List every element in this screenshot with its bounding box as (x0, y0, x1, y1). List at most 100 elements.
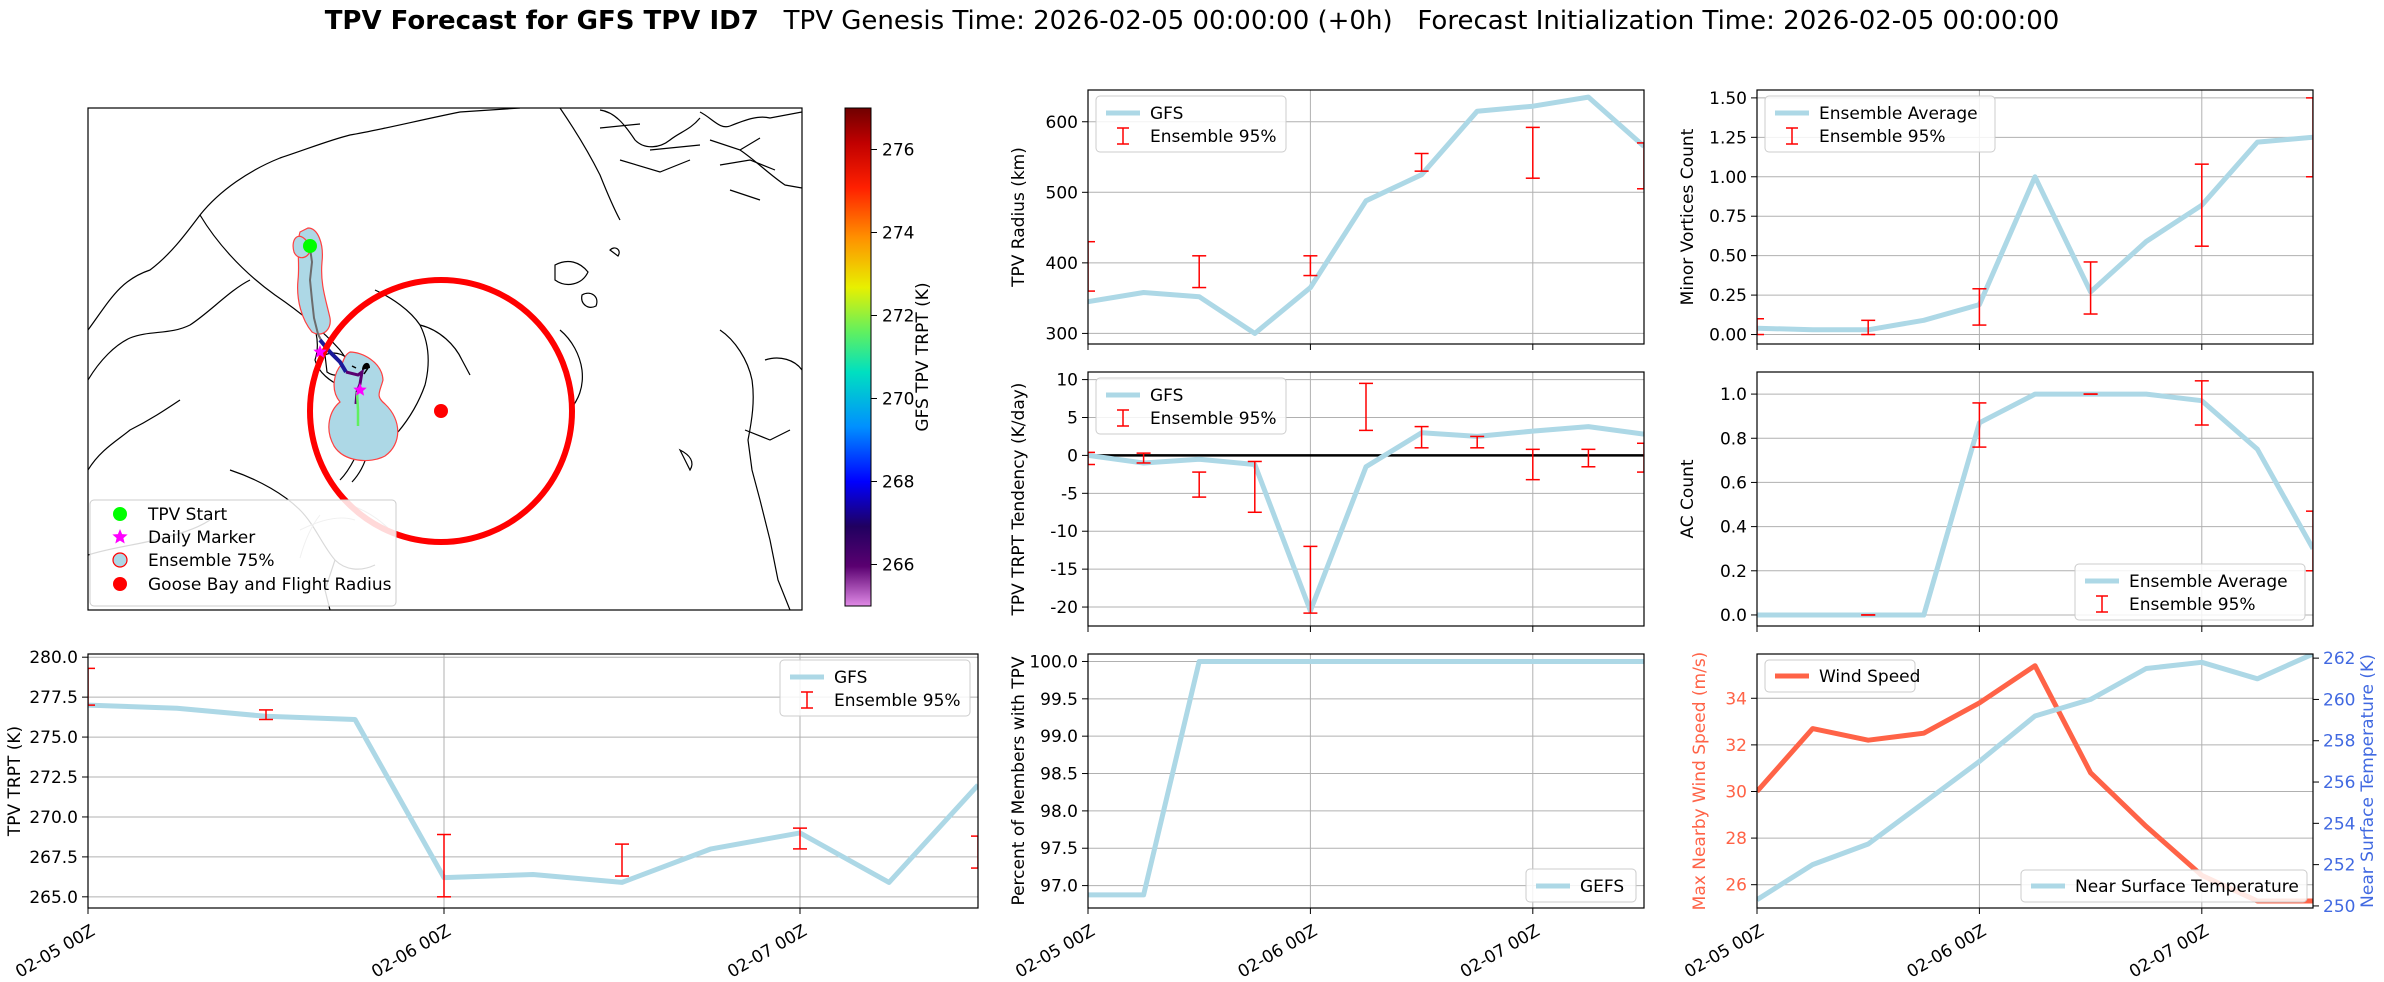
y-tick-label: 97.0 (1040, 877, 1078, 897)
chart-trpt: 265.0 267.5 270.0 272.5 275.0 277.5 280.0 02-05… (5, 648, 979, 982)
error-bar (1525, 448, 1540, 481)
error-bar (1525, 126, 1540, 179)
series-line-ensemble-average (1757, 391, 2313, 618)
error-bar (1972, 402, 1987, 448)
y-tick-label: 277.5 (29, 688, 78, 708)
legend-label-map-0: TPV Start (147, 505, 228, 525)
colorbar-tick-label: 274 (882, 224, 914, 244)
y-tick-label: 0.8 (1720, 429, 1747, 449)
y-tick-label: 0.2 (1720, 562, 1747, 582)
error-bar (2194, 163, 2209, 247)
y-tick-label: 500 (1046, 183, 1078, 203)
y2-tick-label: 256 (2323, 773, 2355, 793)
colorbar-label: GFS TPV TRPT (K) (913, 282, 933, 431)
y-tick-label: 98.0 (1040, 802, 1078, 822)
ensemble-75-shading (292, 227, 399, 462)
y-tick-label: 5 (1067, 408, 1078, 428)
y-axis-label: TPV TRPT (K) (5, 726, 25, 837)
error-bar (259, 709, 273, 721)
y2-axis-label: Near Surface Temperature (K) (2358, 654, 2378, 908)
y-tick-label: 28 (1725, 829, 1747, 849)
error-bar (2306, 510, 2313, 572)
error-bar (1088, 451, 1095, 466)
y-axis-label: Minor Vortices Count (1678, 128, 1698, 305)
series-line-wind-speed (1757, 663, 2313, 904)
series-line-gfs (88, 702, 978, 885)
y-tick-label: 272.5 (29, 768, 78, 788)
y-tick-label: 270.0 (29, 808, 78, 828)
y-tick-label: 400 (1046, 254, 1078, 274)
chart-ac: 0.0 0.2 0.4 0.6 0.8 1.0 AC Count Ensemble Avera… (1678, 371, 2314, 632)
colorbar-tick-label: 270 (882, 390, 914, 410)
error-bar (1637, 142, 1644, 190)
error-bar (1414, 152, 1429, 172)
y-tick-label: 0.50 (1709, 247, 1747, 267)
axes-frame (1756, 653, 2314, 909)
error-bar (1757, 318, 1764, 336)
error-bar (2194, 380, 2209, 426)
axes-frame (1756, 89, 2314, 345)
y-tick-label: 1.25 (1709, 128, 1747, 148)
chart-legend: Ensemble Average Ensemble 95% (1764, 95, 1996, 153)
legend-label-map-3: Goose Bay and Flight Radius (148, 575, 392, 595)
y-tick-label: 300 (1046, 324, 1078, 344)
legend-label: GFS (1150, 104, 1183, 124)
y-tick-label: 30 (1725, 782, 1747, 802)
legend-label: Ensemble 95% (1819, 127, 1946, 147)
y-tick-label: -10 (1050, 522, 1078, 542)
y-tick-label: -20 (1050, 598, 1078, 618)
x-tick-label: 02-05 00Z (1681, 921, 1767, 982)
legend-tpv-start-symbol (113, 507, 127, 521)
series-line-gfs (1088, 424, 1644, 614)
axes-frame (1087, 371, 1645, 627)
plot-area (88, 667, 978, 898)
y-tick-label: 1.50 (1709, 89, 1747, 109)
axes-frame (1087, 89, 1645, 345)
y-tick-label: 99.5 (1040, 690, 1078, 710)
map-legend (89, 499, 397, 607)
y-tick-label: 0 (1067, 446, 1078, 466)
y-tick-label: 98.5 (1040, 765, 1078, 785)
error-bar (1303, 545, 1318, 614)
y2-tick-label: 250 (2323, 897, 2355, 917)
plot-area (1088, 94, 1644, 336)
y2-tick-label: 252 (2323, 856, 2355, 876)
y2-tick-label: 262 (2323, 649, 2355, 669)
colorbar-tick-label: 272 (882, 307, 914, 327)
y-tick-label: 0.0 (1720, 606, 1747, 626)
y-tick-label: -15 (1050, 560, 1078, 580)
legend-label: GFS (1150, 386, 1183, 406)
legend-label: GFS (834, 668, 867, 688)
y-tick-label: 275.0 (29, 728, 78, 748)
y-tick-label: 97.5 (1040, 839, 1078, 859)
plot-area (1757, 97, 2313, 336)
goose-bay-flight-radius (307, 277, 575, 545)
y-tick-label: 0.75 (1709, 207, 1747, 227)
y-tick-label: 1.0 (1720, 385, 1747, 405)
tpv-start-marker (303, 239, 317, 253)
y-tick-label: 265.0 (29, 888, 78, 908)
y-tick-label: -5 (1061, 484, 1078, 504)
x-tick-label: 02-06 00Z (1235, 921, 1321, 982)
error-bar (1192, 255, 1207, 289)
y2-tick-label: 258 (2323, 732, 2355, 752)
legend-label: Ensemble Average (1819, 104, 1978, 124)
chart-radius: 300 400 500 600 TPV Radius (km) GFS Ensemble 9… (1009, 89, 1645, 350)
y-tick-label: 10 (1056, 371, 1078, 391)
legend-ensemble75-symbol (112, 552, 128, 568)
x-tick-label: 02-06 00Z (368, 921, 454, 982)
x-tick-label: 02-07 00Z (724, 921, 810, 982)
legend-label: Ensemble 95% (1150, 127, 1277, 147)
y-axis-label: AC Count (1678, 459, 1698, 538)
legend-goose-bay-symbol (113, 577, 127, 591)
y-tick-label: 280.0 (29, 648, 78, 668)
chart-legend: GFS Ensemble 95% (1095, 95, 1287, 153)
y-tick-label: 0.4 (1720, 518, 1747, 538)
title-tpv-id: TPV Forecast for GFS TPV ID7 (324, 6, 759, 36)
error-bar (1136, 452, 1151, 464)
error-bar (2306, 97, 2313, 178)
colorbar-tick-label: 268 (882, 473, 914, 493)
legend-daily-marker-symbol (112, 529, 128, 544)
x-tick-label: 02-07 00Z (1457, 921, 1543, 982)
error-bar (1972, 288, 1987, 326)
